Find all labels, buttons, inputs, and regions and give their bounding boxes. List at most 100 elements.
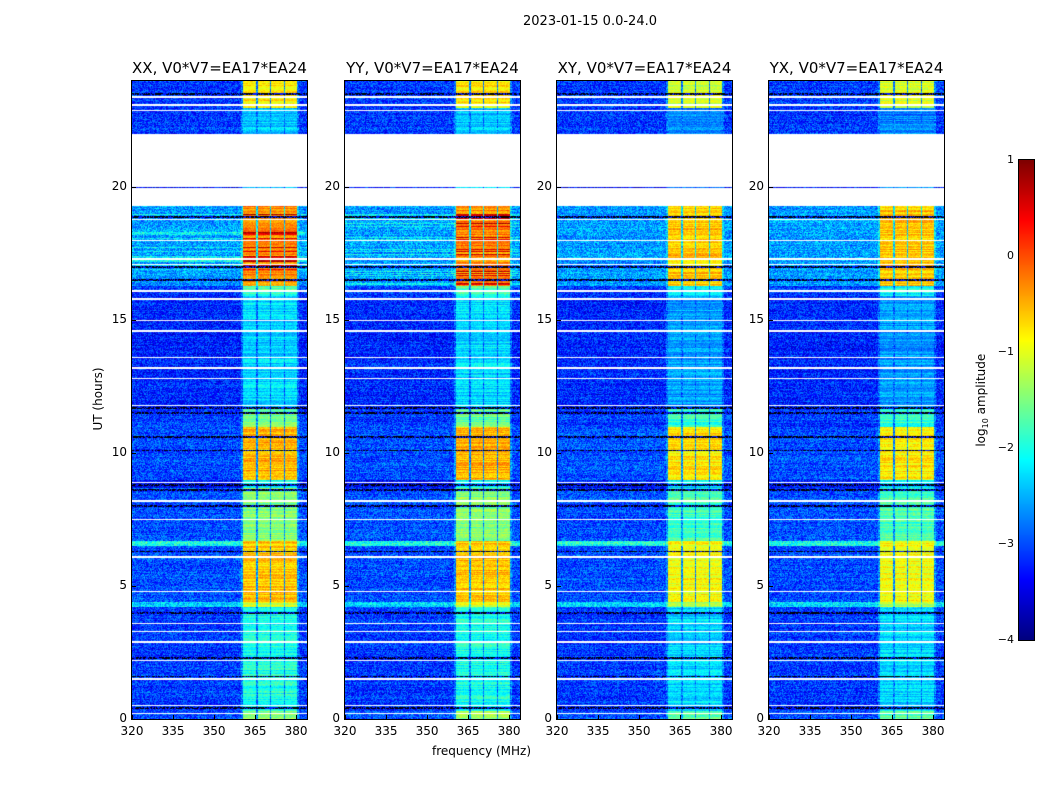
y-tick-mark [132,719,136,720]
x-tick-label: 365 [880,724,904,738]
colorbar-tick-label: 1 [1007,153,1014,166]
y-tick-mark [132,320,136,322]
x-tick-label: 320 [757,724,781,738]
x-tick-label: 335 [374,724,398,738]
colorbar-tick-label: −2 [997,441,1014,454]
x-tick-mark [296,715,298,719]
y-tick-mark [769,187,773,189]
x-tick-label: 365 [668,724,692,738]
x-tick-mark [598,715,600,719]
heatmap-image [345,81,520,719]
x-tick-label: 320 [120,724,144,738]
colorbar-gradient [1019,160,1034,640]
y-tick-mark [557,586,561,588]
y-tick-mark [557,320,561,322]
y-tick-label: 0 [544,711,552,725]
y-tick-label: 20 [111,179,127,194]
y-tick-mark [345,453,349,455]
heatmap-panel [768,80,945,720]
y-tick-label: 15 [748,312,764,327]
x-tick-label: 335 [161,724,185,738]
x-tick-mark [386,715,388,719]
y-tick-mark [345,320,349,322]
y-tick-label: 15 [111,312,127,327]
y-tick-mark [132,453,136,455]
x-tick-label: 365 [243,724,267,738]
x-tick-label: 350 [415,724,439,738]
panel-title: YX, V0*V7=EA17*EA24 [769,59,944,77]
heatmap-image [557,81,732,719]
y-tick-mark [345,719,349,720]
x-tick-label: 380 [709,724,733,738]
y-tick-mark [132,187,136,189]
heatmap-image [769,81,944,719]
y-axis-label: UT (hours) [91,367,105,431]
y-tick-mark [557,453,561,455]
colorbar-tick-label: 0 [1007,249,1014,262]
x-tick-label: 320 [333,724,357,738]
x-tick-mark [769,715,770,719]
x-tick-mark [721,715,723,719]
x-tick-mark [427,715,429,719]
x-tick-label: 350 [202,724,226,738]
x-tick-mark [132,715,133,719]
x-tick-mark [851,715,853,719]
x-tick-label: 320 [545,724,569,738]
colorbar-label-prefix: log [973,428,988,447]
panel-title: XX, V0*V7=EA17*EA24 [132,59,307,77]
figure-title: 2023-01-15 0.0-24.0 [523,14,657,29]
y-tick-mark [769,586,773,588]
y-tick-mark [557,719,561,720]
y-tick-mark [769,453,773,455]
y-tick-label: 5 [544,578,552,593]
x-tick-label: 380 [921,724,945,738]
heatmap-image [132,81,307,719]
y-tick-mark [132,586,136,588]
panel-title: YY, V0*V7=EA17*EA24 [346,59,519,77]
colorbar-tick-label: −3 [997,537,1014,550]
x-tick-label: 365 [456,724,480,738]
colorbar [1018,159,1035,641]
x-tick-mark [810,715,812,719]
x-tick-label: 380 [497,724,521,738]
x-tick-mark [345,715,346,719]
panel-title: XY, V0*V7=EA17*EA24 [557,59,732,77]
x-tick-label: 350 [839,724,863,738]
heatmap-panel [556,80,733,720]
y-tick-label: 15 [324,312,340,327]
x-tick-mark [639,715,641,719]
y-tick-mark [345,187,349,189]
colorbar-label-sub: 10 [981,418,991,429]
x-tick-label: 350 [627,724,651,738]
y-tick-mark [345,586,349,588]
y-tick-label: 20 [748,179,764,194]
colorbar-tick-label: −1 [997,345,1014,358]
y-tick-label: 10 [536,445,552,460]
x-axis-label: frequency (MHz) [432,744,532,758]
y-tick-label: 0 [756,711,764,725]
y-tick-label: 0 [332,711,340,725]
x-tick-mark [892,715,894,719]
y-tick-mark [769,320,773,322]
y-tick-label: 20 [324,179,340,194]
y-tick-mark [557,187,561,189]
colorbar-label: log10 amplitude [974,340,990,460]
y-tick-label: 5 [119,578,127,593]
x-tick-label: 335 [586,724,610,738]
x-tick-mark [933,715,935,719]
x-tick-mark [173,715,175,719]
y-tick-label: 10 [324,445,340,460]
y-tick-label: 5 [332,578,340,593]
x-tick-mark [557,715,558,719]
y-tick-label: 20 [536,179,552,194]
x-tick-mark [468,715,470,719]
heatmap-panel [131,80,308,720]
x-tick-mark [509,715,511,719]
y-tick-label: 15 [536,312,552,327]
colorbar-tick-label: −4 [997,633,1014,646]
x-tick-mark [255,715,257,719]
y-tick-label: 5 [756,578,764,593]
y-tick-label: 10 [748,445,764,460]
colorbar-label-suffix: amplitude [973,353,988,419]
